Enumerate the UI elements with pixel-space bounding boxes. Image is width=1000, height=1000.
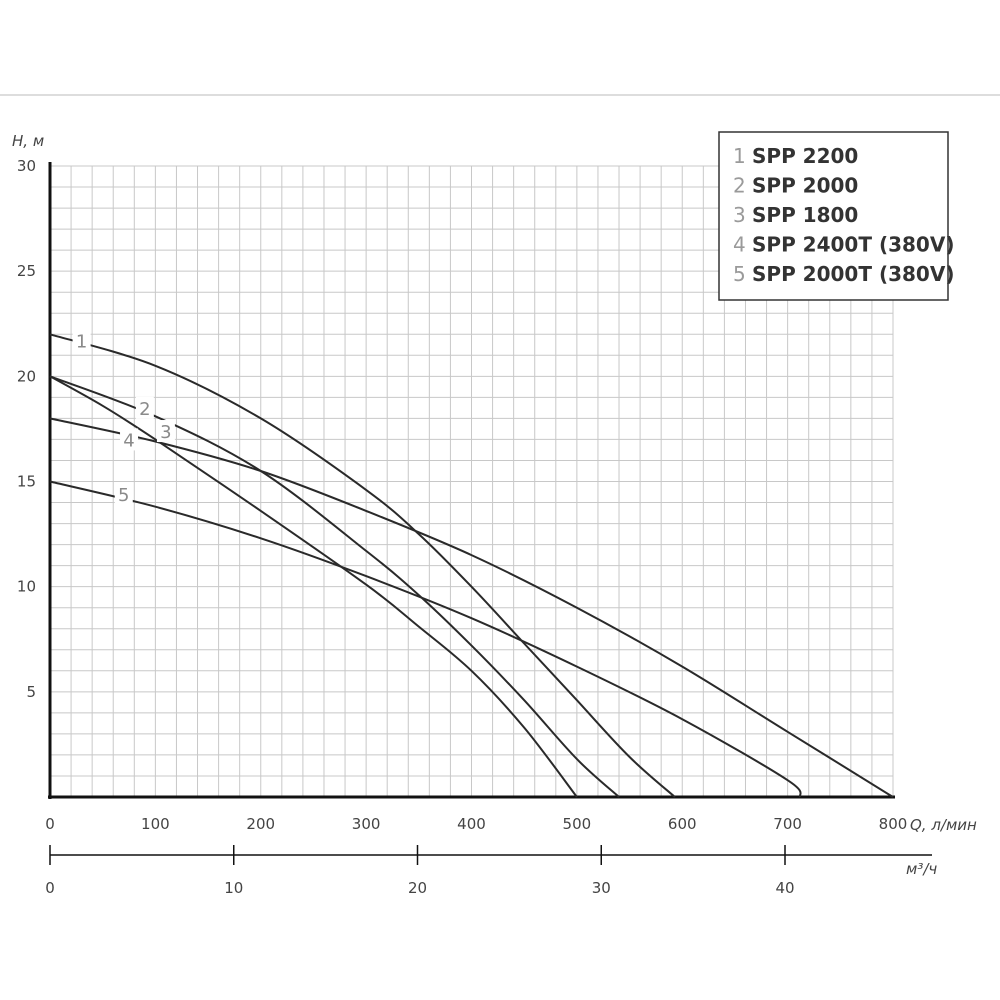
x2-tick-label: 30 xyxy=(592,879,611,897)
curve-label-4: 4 xyxy=(123,430,134,451)
x-tick-label: 600 xyxy=(668,815,697,833)
legend-entry: SPP 2000T (380V) xyxy=(752,262,954,286)
legend-number: 4 xyxy=(733,233,746,257)
legend-number: 2 xyxy=(733,174,746,198)
legend-entry: SPP 2000 xyxy=(752,174,858,198)
x-tick-label: 100 xyxy=(141,815,170,833)
x2-axis-title: м³/ч xyxy=(906,860,937,878)
x-tick-label: 400 xyxy=(457,815,486,833)
x-ticks: 0 100 200 300 400 500 600 700 800 xyxy=(45,815,907,833)
series-line-1 xyxy=(49,333,676,798)
axes xyxy=(48,162,895,799)
curve-label-backdrop xyxy=(156,420,175,443)
y-tick-label: 10 xyxy=(17,578,36,596)
x2-tick-label: 40 xyxy=(775,879,794,897)
curve-label-backdrop xyxy=(72,329,91,352)
series-line-3 xyxy=(49,375,578,798)
legend-entry: SPP 2400T (380V) xyxy=(752,233,954,257)
series-line-4 xyxy=(49,417,894,798)
secondary-x-axis: 0 10 20 30 40 xyxy=(45,845,932,897)
x-tick-label: 700 xyxy=(773,815,802,833)
legend-number: 3 xyxy=(733,203,746,227)
x2-tick-label: 0 xyxy=(45,879,55,897)
x-tick-label: 500 xyxy=(563,815,592,833)
curve-label-1: 1 xyxy=(76,332,87,353)
curves xyxy=(49,333,894,798)
x-tick-label: 800 xyxy=(879,815,908,833)
curve-label-backdrop xyxy=(114,483,133,506)
y-tick-label: 20 xyxy=(17,367,36,385)
x-tick-label: 200 xyxy=(246,815,275,833)
y-axis-title: H, м xyxy=(12,132,44,150)
x2-tick-label: 10 xyxy=(224,879,243,897)
legend-number: 5 xyxy=(733,262,746,286)
series-line-5 xyxy=(49,480,802,798)
y-tick-label: 30 xyxy=(17,157,36,175)
x-tick-label: 0 xyxy=(45,815,55,833)
legend-entry: SPP 1800 xyxy=(752,203,858,227)
curve-label-2: 2 xyxy=(139,399,150,420)
legend-box xyxy=(718,131,949,301)
x2-tick-label: 20 xyxy=(408,879,427,897)
curve-label-backdrop xyxy=(135,396,154,419)
x-axis-title: Q, л/мин xyxy=(910,816,977,834)
curve-label-5: 5 xyxy=(118,485,129,506)
legend-entry: SPP 2200 xyxy=(752,144,858,168)
y-tick-label: 25 xyxy=(17,262,36,280)
legend-number: 1 xyxy=(733,144,746,168)
curve-label-backdrop xyxy=(120,428,139,451)
y-tick-label: 5 xyxy=(26,683,36,701)
grid xyxy=(50,165,894,797)
y-ticks: 30 25 20 15 10 5 xyxy=(17,157,36,701)
curve-label-3: 3 xyxy=(160,422,171,443)
y-tick-label: 15 xyxy=(17,473,36,491)
x-tick-label: 300 xyxy=(352,815,381,833)
